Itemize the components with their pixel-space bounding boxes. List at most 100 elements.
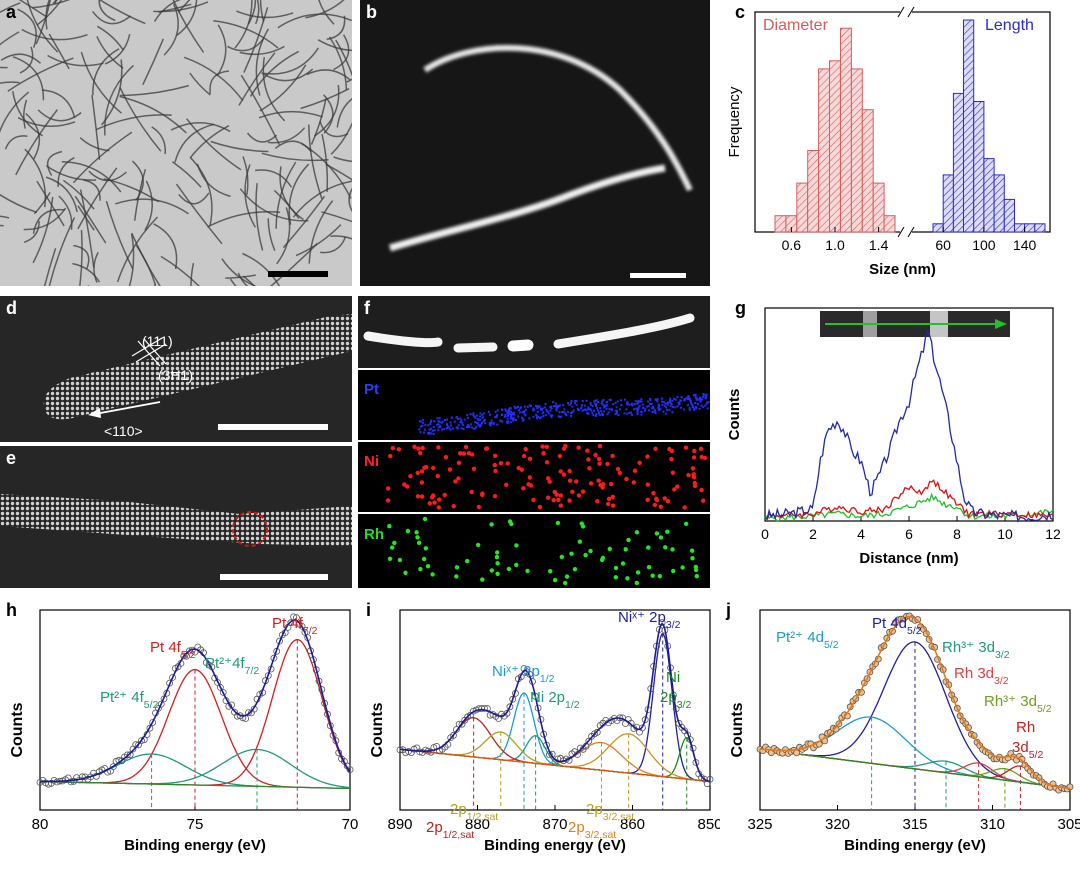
pt-signal-dot bbox=[615, 410, 618, 413]
pt-signal-dot bbox=[459, 417, 462, 420]
nanowire-stroke bbox=[244, 164, 256, 228]
ni-signal-dot bbox=[580, 489, 586, 494]
nanowire-stroke bbox=[209, 70, 229, 94]
pt-signal-dot bbox=[695, 405, 697, 408]
pt-signal-dot bbox=[528, 404, 531, 407]
panel-c-size-histogram: 0.6 1.0 1.4 60 100 140 Size (nm) Frequency Diame… bbox=[715, 0, 1080, 290]
x-tick-label: 4 bbox=[857, 526, 865, 542]
nanowire-stroke bbox=[153, 223, 178, 270]
pt-signal-dot bbox=[610, 409, 613, 412]
plane-line-111b bbox=[135, 343, 167, 363]
pt-signal-dot bbox=[519, 406, 522, 409]
pt-signal-dot bbox=[507, 414, 510, 417]
pt-signal-dot bbox=[524, 414, 527, 417]
nanowire-stroke bbox=[119, 87, 162, 152]
pt-signal-dot bbox=[430, 432, 433, 435]
pt-signal-dot bbox=[506, 417, 509, 420]
pt-signal-dot bbox=[419, 425, 422, 428]
pt-signal-dot bbox=[617, 414, 620, 417]
data-point bbox=[169, 674, 176, 681]
ni-signal-dot bbox=[654, 496, 659, 501]
pt-signal-dot bbox=[571, 405, 574, 408]
data-point bbox=[593, 728, 601, 736]
pt-signal-dot bbox=[530, 404, 532, 407]
data-point bbox=[287, 619, 295, 627]
pt-signal-dot bbox=[427, 424, 430, 427]
series-ni-line bbox=[764, 479, 1054, 521]
pt-signal-dot bbox=[604, 404, 607, 407]
pt-signal-dot bbox=[605, 400, 608, 403]
pt-signal-dot bbox=[640, 413, 643, 416]
nanowire-stroke bbox=[190, 262, 195, 286]
pt-signal-dot bbox=[505, 409, 507, 412]
pt-signal-dot bbox=[539, 417, 541, 419]
pt-signal-dot bbox=[657, 406, 660, 409]
x-tick-label: 1.4 bbox=[869, 237, 889, 253]
rh-signal-dot bbox=[577, 539, 582, 544]
pt-signal-dot bbox=[462, 428, 465, 430]
ni-signal-dot bbox=[505, 461, 510, 466]
pt-signal-dot bbox=[568, 404, 571, 406]
pt-signal-dot bbox=[484, 422, 487, 425]
nanowire-stroke bbox=[0, 215, 10, 219]
pt-signal-dot bbox=[537, 416, 540, 418]
pt-signal-dot bbox=[630, 402, 633, 405]
pt-signal-dot bbox=[457, 418, 459, 420]
pt-signal-dot bbox=[513, 405, 516, 408]
pt-signal-dot bbox=[514, 407, 517, 410]
data-point bbox=[450, 731, 457, 739]
rh-map-bg bbox=[358, 514, 710, 588]
nanowire-stroke bbox=[154, 284, 157, 286]
pt-signal-dot bbox=[538, 405, 540, 408]
pt-signal-dot bbox=[438, 417, 441, 420]
nanowire-stroke bbox=[255, 0, 260, 25]
nanowire-stroke bbox=[308, 124, 323, 199]
background-line bbox=[39, 780, 351, 790]
nanowire-stroke bbox=[104, 33, 131, 65]
x-axis-label: Binding energy (eV) bbox=[844, 837, 986, 854]
pt-signal-dot bbox=[501, 420, 504, 423]
pt-signal-dot bbox=[602, 410, 605, 413]
pt-signal-dot bbox=[521, 411, 524, 414]
x-tick-label: 2 bbox=[809, 526, 817, 542]
rh-signal-dot bbox=[623, 547, 628, 552]
pt-signal-dot bbox=[535, 414, 538, 417]
pt-signal-dot bbox=[525, 408, 527, 411]
ni-signal-dot bbox=[563, 443, 568, 449]
pt-signal-dot bbox=[584, 408, 587, 411]
nanowire-stroke bbox=[246, 132, 278, 143]
pt-signal-dot bbox=[589, 408, 592, 411]
pt-signal-dot bbox=[511, 412, 514, 415]
nanowire-stroke bbox=[308, 200, 334, 264]
nanowire-stroke bbox=[83, 179, 101, 201]
nanowire-stroke bbox=[330, 235, 352, 240]
pt-signal-dot bbox=[419, 420, 422, 423]
data-point bbox=[146, 724, 154, 732]
rh-signal-dot bbox=[454, 565, 460, 570]
pt-signal-dot bbox=[472, 413, 475, 416]
x-tick-label: 60 bbox=[935, 237, 951, 253]
axis-break-mark bbox=[897, 226, 905, 238]
x-tick-label: 850 bbox=[697, 816, 720, 833]
pt-signal-dot bbox=[694, 393, 697, 396]
pt-signal-dot bbox=[450, 424, 453, 427]
pt-signal-dot bbox=[658, 404, 661, 407]
map-label-pt: Pt bbox=[364, 381, 379, 398]
diameter-bar bbox=[872, 182, 885, 233]
nanowire-stroke bbox=[282, 195, 326, 249]
pt-signal-dot bbox=[430, 427, 433, 430]
ni-signal-dot bbox=[492, 453, 498, 458]
pt-signal-dot bbox=[437, 429, 440, 432]
pt-signal-dot bbox=[636, 401, 639, 404]
nanowire-stroke bbox=[305, 0, 345, 19]
histogram-chart: 0.6 1.0 1.4 60 100 140 Size (nm) Frequency Diame… bbox=[726, 6, 1051, 278]
pt-signal-dot bbox=[567, 410, 570, 413]
pt-signal-dot bbox=[509, 417, 512, 420]
pt-signal-dot bbox=[509, 413, 512, 416]
peak-label-pt-4d52: Pt 4d5/2 bbox=[872, 615, 922, 637]
nanowire-stroke bbox=[96, 25, 124, 51]
pt-signal-dot bbox=[556, 404, 559, 407]
pt-signal-dot bbox=[662, 401, 665, 404]
x-tick-label: 10 bbox=[997, 526, 1013, 542]
nanowire-stroke bbox=[47, 54, 104, 67]
